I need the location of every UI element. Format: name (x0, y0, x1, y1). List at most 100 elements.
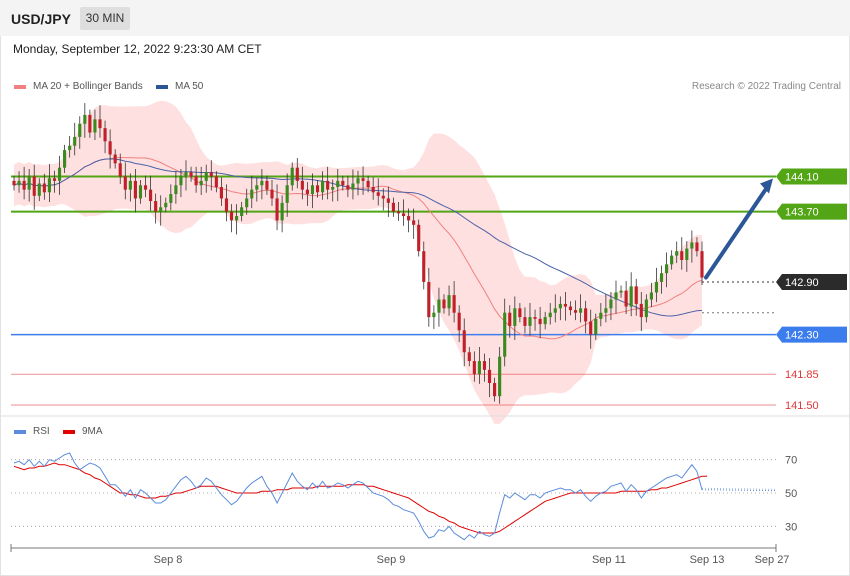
rsi-line (13, 452, 703, 541)
candle (224, 184, 229, 222)
candle (548, 303, 552, 325)
candle (235, 204, 239, 235)
candle-body (604, 308, 608, 313)
ma9-legend-swatch (63, 430, 75, 434)
candle-body (381, 195, 385, 199)
candle-body (214, 176, 218, 188)
candle (321, 171, 325, 200)
candle-body (149, 189, 153, 202)
x-tick-label: Sep 9 (377, 554, 406, 566)
candle (52, 170, 57, 193)
candle (700, 241, 704, 286)
candle-body (305, 189, 309, 195)
candle (659, 265, 664, 294)
candle (538, 306, 542, 339)
candle (604, 294, 608, 323)
level-tag-label: 141.50 (785, 400, 819, 412)
candle (457, 305, 461, 343)
candle-body (477, 361, 481, 375)
candle-body (548, 312, 552, 318)
candle (579, 294, 583, 323)
timeframe-button[interactable]: 30 MIN (80, 7, 130, 30)
candle-body (467, 352, 471, 362)
candle-body (63, 150, 67, 168)
candle-body (407, 216, 411, 221)
candle-body (396, 211, 401, 214)
level-tag-142-30: 142.30 (776, 326, 847, 343)
candle-body (619, 290, 623, 293)
candle-body (457, 312, 461, 331)
candle (194, 166, 198, 193)
candle-body (219, 187, 223, 199)
candle-body (169, 194, 173, 203)
candle-body (321, 180, 325, 193)
candle (255, 177, 259, 202)
candle (123, 162, 127, 200)
candle (472, 351, 476, 382)
candle (412, 208, 416, 239)
level-tag-bg (776, 273, 847, 290)
candle-body (32, 176, 36, 196)
candle (113, 149, 117, 169)
candle (37, 178, 41, 202)
candle-body (346, 185, 350, 190)
candle-body (558, 303, 562, 309)
candle (240, 201, 244, 222)
credit-text: Research © 2022 Trading Central (691, 81, 841, 92)
candle (533, 309, 537, 331)
candle-body (179, 176, 183, 186)
candle (432, 305, 436, 329)
candle (553, 294, 557, 323)
candle (376, 178, 380, 206)
candle (138, 179, 143, 204)
candle (381, 188, 385, 211)
candle (690, 230, 694, 263)
level-tag-141-85: 141.85 (785, 369, 819, 381)
ma9-legend-label: 9MA (82, 426, 103, 437)
candle-body (609, 299, 613, 309)
candle (442, 294, 446, 314)
candle (407, 208, 411, 233)
candle-body (103, 128, 107, 142)
candle-body (235, 216, 239, 221)
candle (219, 177, 223, 206)
candle (305, 182, 309, 206)
candle-body (154, 201, 158, 212)
candle (594, 313, 598, 340)
candle (326, 166, 330, 200)
candle-body (128, 180, 132, 190)
candle (331, 179, 335, 202)
candle (462, 318, 466, 367)
candle-body (528, 317, 532, 326)
candle-body (629, 286, 633, 307)
candle (159, 195, 163, 226)
candle-body (503, 312, 507, 357)
ma20-legend-swatch (14, 85, 26, 89)
candle-body (518, 308, 522, 318)
level-tag-141-50: 141.50 (785, 400, 819, 412)
candle (133, 168, 137, 213)
candle (508, 305, 512, 338)
candle (47, 164, 51, 202)
candle (310, 173, 315, 209)
candle-body (417, 224, 421, 252)
candle (149, 175, 153, 211)
candle-body (487, 369, 492, 384)
candle-body (250, 189, 254, 199)
candle-body (290, 167, 294, 186)
candle-body (260, 180, 264, 186)
candle-body (341, 180, 345, 186)
candle-body (442, 299, 446, 309)
candle (83, 103, 87, 138)
candle (250, 175, 254, 209)
candle (477, 346, 481, 384)
candle-body (695, 242, 699, 252)
candle-body (498, 356, 502, 397)
candle-body (108, 141, 112, 155)
candle-body (194, 176, 198, 186)
candle-body (366, 180, 370, 188)
candle (78, 116, 82, 149)
level-tag-bg (776, 203, 847, 220)
candle (27, 168, 31, 202)
candle-body (573, 310, 578, 313)
